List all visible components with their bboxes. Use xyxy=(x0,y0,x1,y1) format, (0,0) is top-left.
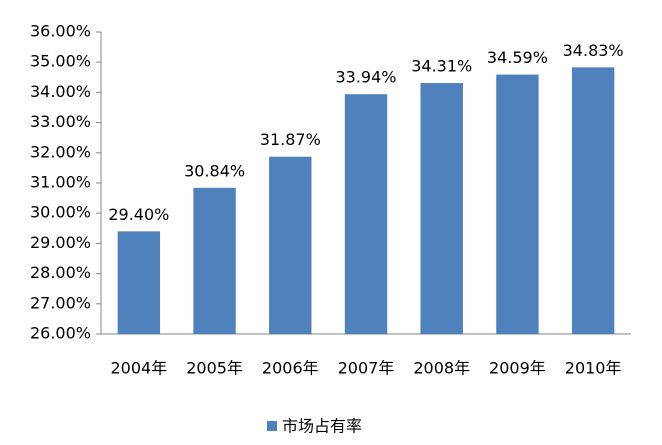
x-tick-label: 2004年 xyxy=(110,359,167,378)
bar xyxy=(420,83,463,335)
y-tick-label: 30.00% xyxy=(30,203,91,222)
bar xyxy=(269,156,312,334)
x-tick-label: 2007年 xyxy=(338,359,395,378)
y-tick-label: 35.00% xyxy=(30,52,91,71)
data-label: 30.84% xyxy=(184,161,245,180)
y-tick-label: 33.00% xyxy=(30,112,91,131)
data-label: 34.83% xyxy=(563,41,624,60)
x-tick-label: 2009年 xyxy=(489,359,546,378)
y-tick-label: 36.00% xyxy=(30,22,91,41)
y-tick-label: 32.00% xyxy=(30,142,91,161)
data-label: 29.40% xyxy=(108,205,169,224)
x-tick-label: 2010年 xyxy=(565,359,622,378)
legend-swatch xyxy=(267,421,277,431)
bar xyxy=(117,231,161,334)
y-tick-label: 27.00% xyxy=(30,293,91,312)
y-tick-label: 31.00% xyxy=(30,173,91,192)
y-tick-label: 34.00% xyxy=(30,82,91,101)
data-label: 34.59% xyxy=(487,48,548,67)
x-tick-label: 2006年 xyxy=(262,359,319,378)
data-label: 31.87% xyxy=(260,130,321,149)
legend-label: 市场占有率 xyxy=(282,417,362,436)
x-tick-label: 2005年 xyxy=(186,359,243,378)
bar xyxy=(193,187,236,334)
y-tick-label: 28.00% xyxy=(30,263,91,282)
data-label: 34.31% xyxy=(411,57,472,76)
x-tick-label: 2008年 xyxy=(413,359,470,378)
data-label: 33.94% xyxy=(335,68,396,87)
bar xyxy=(344,94,388,334)
y-tick-label: 26.00% xyxy=(30,324,91,343)
bar xyxy=(496,74,539,334)
y-tick-label: 29.00% xyxy=(30,233,91,252)
bar xyxy=(571,67,615,335)
